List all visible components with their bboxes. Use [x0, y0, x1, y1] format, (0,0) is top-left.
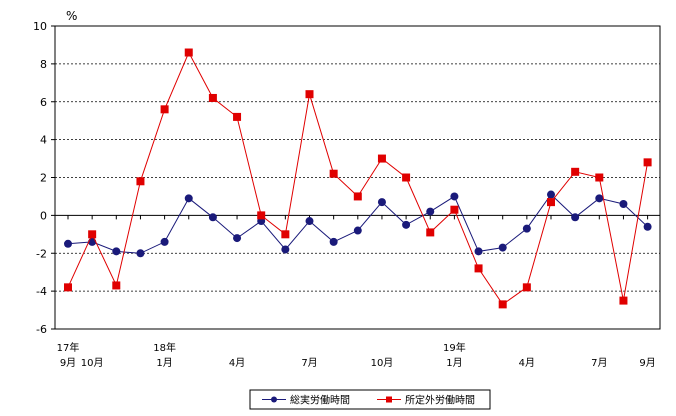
data-point [377, 198, 386, 207]
y-tick-label: 8 [40, 58, 47, 71]
data-point [474, 247, 483, 256]
data-point [112, 281, 121, 290]
data-point [571, 167, 580, 176]
legend-label: 所定外労働時間 [405, 394, 475, 407]
data-point [377, 154, 386, 163]
y-tick-label: -2 [36, 247, 47, 260]
x-tick-label: 10月 [81, 357, 104, 369]
data-point [257, 211, 266, 220]
x-tick-label: 7月 [301, 357, 317, 369]
series [64, 48, 652, 309]
y-tick-label: 4 [40, 134, 47, 147]
y-tick-label: 6 [40, 96, 47, 109]
y-tick-label: -4 [36, 285, 47, 298]
x-tick-label: 10月 [371, 357, 394, 369]
x-tick-label: 7月 [591, 357, 607, 369]
data-point [233, 112, 242, 121]
plot-border [54, 25, 661, 330]
data-point [353, 226, 362, 235]
data-point [522, 283, 531, 292]
data-point [522, 224, 531, 233]
data-point [184, 48, 193, 57]
data-point [329, 169, 338, 178]
y-tick-label: 10 [33, 20, 47, 33]
legend-box [249, 389, 491, 410]
data-point [233, 234, 242, 243]
data-point [426, 207, 435, 216]
y-tick-label: -6 [36, 323, 47, 336]
data-point [88, 230, 97, 239]
data-point [595, 173, 604, 182]
x-tick-label: 1月 [156, 357, 172, 369]
data-point [160, 105, 169, 114]
y-ticks: -6 -4 -2 0 2 4 6 8 10 [33, 20, 55, 336]
data-point [643, 222, 652, 231]
data-point [112, 247, 121, 256]
data-point [281, 245, 290, 254]
series-line [67, 193, 648, 254]
data-point [136, 177, 145, 186]
data-point [426, 228, 435, 237]
y-tick-label: 0 [40, 209, 47, 222]
data-point [402, 220, 411, 229]
data-point [643, 158, 652, 167]
data-point [281, 230, 290, 239]
x-tick-year: 17年 [57, 341, 80, 354]
data-point [305, 217, 314, 226]
data-point [305, 90, 314, 99]
data-point [547, 190, 555, 199]
data-point [184, 194, 193, 203]
data-point [136, 249, 145, 258]
data-point [64, 239, 72, 248]
data-point [595, 194, 604, 203]
legend-marker [271, 396, 277, 403]
x-tick-year: 18年 [153, 341, 176, 354]
data-point [498, 300, 507, 309]
x-tick-label: 9月 [60, 357, 76, 369]
x-tick-label: 1月 [446, 357, 462, 369]
data-point [474, 264, 483, 273]
y-tick-label: 2 [40, 172, 47, 185]
x-tick-label: 4月 [519, 357, 535, 369]
data-point [64, 283, 72, 292]
data-point [353, 192, 362, 201]
x-tick-year: 19年 [443, 341, 466, 354]
grid [55, 63, 660, 292]
data-point [619, 200, 628, 209]
data-point [160, 237, 169, 246]
data-point [450, 192, 459, 201]
data-point [571, 213, 580, 222]
legend-label: 総実労働時間 [290, 394, 350, 407]
data-point [402, 173, 411, 182]
data-point [208, 213, 217, 222]
x-ticks: 17年 9月 10月 18年 1月 4月 7月 10月 19年 1月 4月 7月 9月 [57, 341, 656, 369]
x-tick-label: 4月 [229, 357, 245, 369]
legend: 総実労働時間 所定外労働時間 [249, 389, 491, 410]
x-tick-label: 9月 [639, 357, 655, 369]
data-point [498, 243, 507, 252]
data-point [329, 237, 338, 246]
axes [54, 25, 661, 330]
data-point [619, 296, 628, 305]
series-line [67, 51, 649, 306]
data-point [208, 93, 217, 102]
data-point [450, 205, 459, 214]
y-unit-label: % [66, 9, 77, 23]
data-point [547, 198, 555, 207]
legend-marker [386, 396, 392, 403]
